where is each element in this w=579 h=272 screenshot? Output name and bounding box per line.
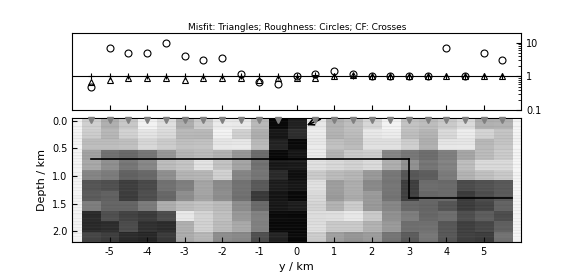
Y-axis label: Depth / km: Depth / km [36, 149, 46, 211]
X-axis label: y / km: y / km [279, 262, 314, 272]
Title: Misfit: Triangles; Roughness: Circles; CF: Crosses: Misfit: Triangles; Roughness: Circles; C… [188, 23, 406, 32]
